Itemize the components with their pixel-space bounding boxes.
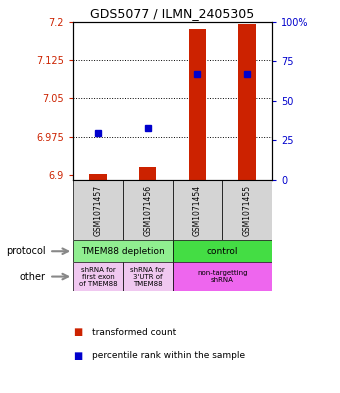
Bar — [189, 29, 206, 180]
Bar — [73, 240, 173, 262]
Text: GSM1071454: GSM1071454 — [193, 184, 202, 236]
Text: TMEM88 depletion: TMEM88 depletion — [81, 247, 165, 256]
Text: shRNA for
3'UTR of
TMEM88: shRNA for 3'UTR of TMEM88 — [130, 266, 165, 286]
Text: protocol: protocol — [6, 246, 45, 256]
Bar — [222, 180, 272, 240]
Bar — [139, 167, 156, 180]
Text: GSM1071456: GSM1071456 — [143, 184, 152, 236]
Text: ■: ■ — [73, 351, 82, 361]
Title: GDS5077 / ILMN_2405305: GDS5077 / ILMN_2405305 — [90, 7, 255, 20]
Bar — [89, 174, 107, 180]
Text: other: other — [19, 272, 45, 281]
Text: GSM1071457: GSM1071457 — [94, 184, 102, 236]
Bar — [238, 24, 256, 180]
Bar — [173, 262, 272, 291]
Text: percentile rank within the sample: percentile rank within the sample — [92, 351, 245, 360]
Text: shRNA for
first exon
of TMEM88: shRNA for first exon of TMEM88 — [79, 266, 117, 286]
Text: transformed count: transformed count — [92, 328, 176, 336]
Text: control: control — [206, 247, 238, 256]
Text: GSM1071455: GSM1071455 — [243, 184, 252, 236]
Text: non-targetting
shRNA: non-targetting shRNA — [197, 270, 248, 283]
Bar — [73, 180, 123, 240]
Bar — [173, 180, 222, 240]
Bar — [123, 262, 172, 291]
Text: ■: ■ — [73, 327, 82, 337]
Bar — [173, 240, 272, 262]
Bar — [123, 180, 172, 240]
Bar — [73, 262, 123, 291]
